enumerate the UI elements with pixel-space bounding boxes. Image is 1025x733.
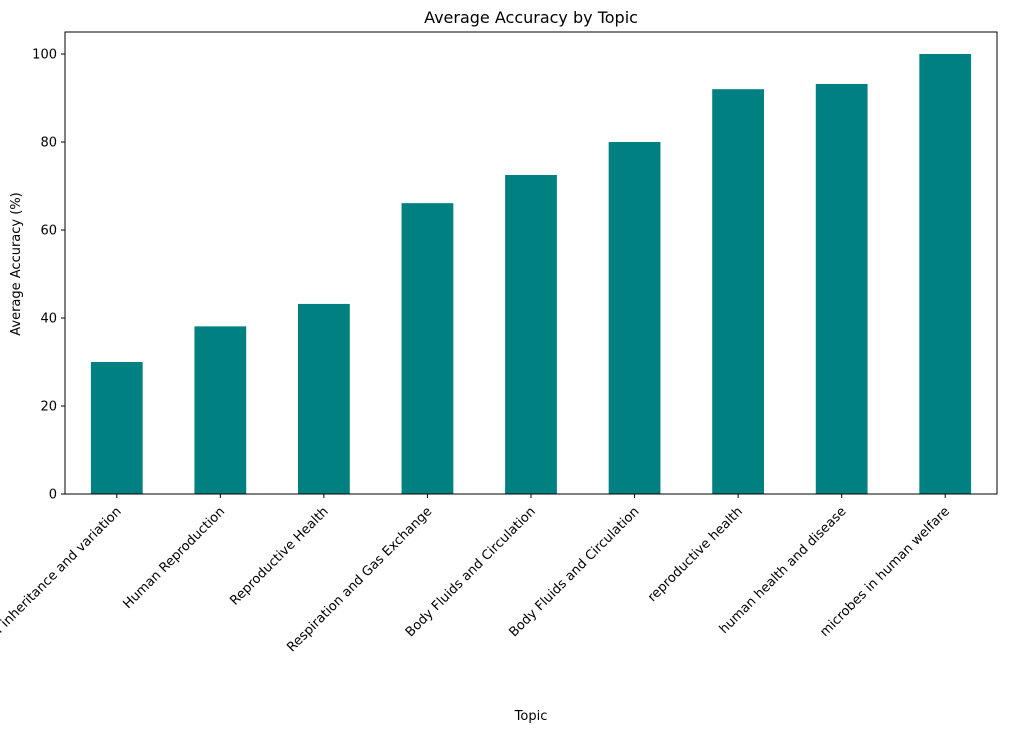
x-tick-label: Reproductive Health — [227, 504, 331, 608]
bar — [815, 83, 868, 495]
y-tick-label: 40 — [40, 312, 57, 327]
y-axis-label: Average Accuracy (%) — [9, 192, 24, 336]
x-axis-label: Topic — [514, 709, 548, 724]
y-tick-label: 100 — [32, 48, 57, 63]
bar — [712, 89, 764, 494]
bar — [505, 175, 557, 494]
bar — [608, 142, 661, 494]
bar — [298, 303, 350, 494]
y-tick-label: 60 — [40, 224, 57, 239]
chart-title: Average Accuracy by Topic — [424, 8, 638, 27]
bar — [194, 326, 247, 494]
plot-frame — [64, 31, 998, 495]
bars-group — [90, 54, 972, 495]
x-tick-label: reproductive health — [645, 504, 746, 605]
bar — [401, 203, 454, 494]
y-axis: 0 20 40 60 80 100 — [32, 48, 65, 503]
bar — [90, 362, 143, 494]
y-tick-label: 0 — [49, 488, 57, 503]
bar — [919, 54, 972, 494]
y-tick-label: 80 — [40, 136, 57, 151]
y-tick-label: 20 — [40, 400, 57, 415]
x-axis: principles of inheritance and variationH… — [0, 494, 953, 690]
x-tick-label: Human Reproduction — [120, 504, 228, 612]
x-tick-label: principles of inheritance and variation — [0, 504, 125, 690]
